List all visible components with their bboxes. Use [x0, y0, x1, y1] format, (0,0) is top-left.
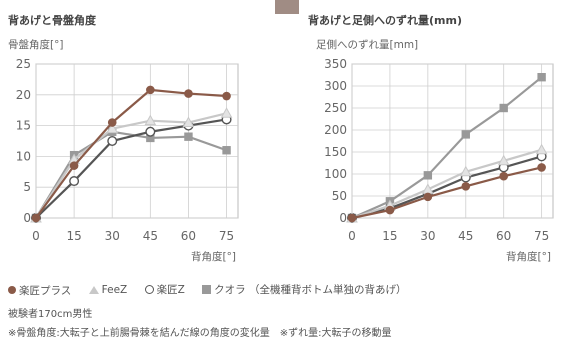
- chart-title-right: 背あげと足側へのずれ量(mm): [308, 14, 462, 27]
- legend: 楽匠プラス FeeZ 楽匠Z クオラ （全機種背ボトム単独の背あげ）: [8, 282, 420, 298]
- y-tick-label: 5: [23, 180, 31, 194]
- data-point: [461, 182, 471, 191]
- legend-item-rakusho-z: 楽匠Z: [144, 282, 185, 297]
- data-point: [537, 73, 546, 82]
- y-tick-label: 100: [324, 167, 347, 181]
- open-circle-icon: [144, 285, 154, 294]
- data-point: [69, 161, 79, 170]
- data-point: [461, 130, 470, 139]
- y-tick-label: 150: [324, 145, 347, 159]
- legend-label: FeeZ: [101, 284, 128, 296]
- y-tick-label: 25: [16, 57, 31, 71]
- data-point: [347, 213, 357, 223]
- data-point: [184, 132, 193, 141]
- data-point: [69, 176, 80, 187]
- y-tick-label: 350: [324, 57, 347, 71]
- subject-note: 被験者170cm男性: [8, 309, 93, 320]
- data-point: [182, 116, 195, 128]
- y-tick-label: 50: [332, 189, 347, 203]
- data-point: [144, 114, 157, 126]
- y-tick-label: 300: [324, 79, 347, 93]
- data-point: [537, 163, 546, 172]
- legend-label: 楽匠Z: [156, 284, 185, 296]
- x-tick-label: 45: [458, 229, 473, 243]
- chart-displacement: 0 50 100 150 200 250 300 350 0 15 30 45 60 75 足側へのずれ量[…: [316, 38, 554, 263]
- series-line: [35, 118, 227, 219]
- x-tick-label: 75: [219, 229, 234, 243]
- y-tick-label: 0: [23, 211, 31, 225]
- series-line: [35, 112, 227, 219]
- x-axis-label: 背角度[°]: [191, 250, 236, 263]
- x-tick-label: 0: [32, 229, 40, 243]
- x-tick-label: 60: [181, 229, 196, 243]
- y-tick-label: 200: [324, 123, 347, 137]
- x-tick-label: 45: [143, 229, 158, 243]
- series-line: [351, 166, 542, 220]
- data-point: [31, 213, 41, 223]
- x-tick-label: 75: [534, 229, 549, 243]
- legend-item-feez: FeeZ: [88, 284, 128, 296]
- data-point: [222, 91, 231, 101]
- decorative-square: [275, 0, 299, 14]
- data-point: [499, 171, 508, 181]
- data-point: [107, 135, 118, 146]
- square-icon: [202, 285, 212, 294]
- data-point: [459, 165, 472, 177]
- y-tick-label: 20: [16, 88, 31, 102]
- chart-pelvis-angle: 0 5 10 15 20 25 0 15 30 45 60 75 骨盤角度[°] 背角度[°]: [8, 38, 239, 263]
- legend-label: クオラ （全機種背ボトム単独の背あげ）: [214, 284, 407, 296]
- series-line: [351, 148, 542, 220]
- data-point: [106, 122, 119, 134]
- x-tick-label: 30: [420, 229, 435, 243]
- series-line: [35, 130, 227, 219]
- data-point: [535, 143, 548, 155]
- x-tick-label: 0: [348, 229, 356, 243]
- y-tick-label: 0: [339, 211, 347, 225]
- y-tick-label: 250: [324, 101, 347, 115]
- chart-title-left: 背あげと骨盤角度: [8, 14, 96, 27]
- legend-label: 楽匠プラス: [19, 284, 72, 297]
- x-tick-label: 15: [382, 229, 397, 243]
- data-point: [423, 171, 433, 180]
- series-line: [351, 155, 542, 220]
- y-tick-label: 10: [16, 149, 31, 163]
- data-point: [423, 192, 433, 202]
- data-point: [497, 154, 510, 166]
- y-axis-label: 骨盤角度[°]: [8, 38, 63, 51]
- y-tick-label: 15: [16, 119, 31, 133]
- data-point: [499, 103, 508, 113]
- series-line: [35, 88, 227, 219]
- legend-item-rakusho-plus: 楽匠プラス: [8, 283, 71, 298]
- triangle-icon: [88, 286, 99, 294]
- footnote: ※骨盤角度:大転子と上前腸骨棘を結んだ線の角度の変化量 ※ずれ量:大転子の移動量: [8, 328, 392, 339]
- x-axis-label: 背角度[°]: [506, 250, 551, 263]
- x-tick-label: 15: [66, 229, 81, 243]
- data-point: [146, 133, 155, 143]
- x-tick-label: 30: [105, 229, 120, 243]
- plot-frame: [351, 63, 554, 219]
- data-point: [220, 107, 233, 118]
- x-tick-label: 60: [496, 229, 511, 243]
- y-axis-label: 足側へのずれ量[mm]: [316, 38, 418, 51]
- data-point: [222, 146, 231, 155]
- plot-frame: [35, 63, 239, 219]
- series-line: [351, 76, 543, 220]
- data-point: [184, 89, 193, 98]
- data-point: [385, 205, 395, 215]
- filled-circle-icon: [8, 286, 16, 294]
- data-point: [145, 126, 156, 137]
- legend-item-quora: クオラ （全機種背ボトム単独の背あげ）: [202, 282, 406, 297]
- data-point: [146, 85, 155, 95]
- data-point: [107, 118, 117, 127]
